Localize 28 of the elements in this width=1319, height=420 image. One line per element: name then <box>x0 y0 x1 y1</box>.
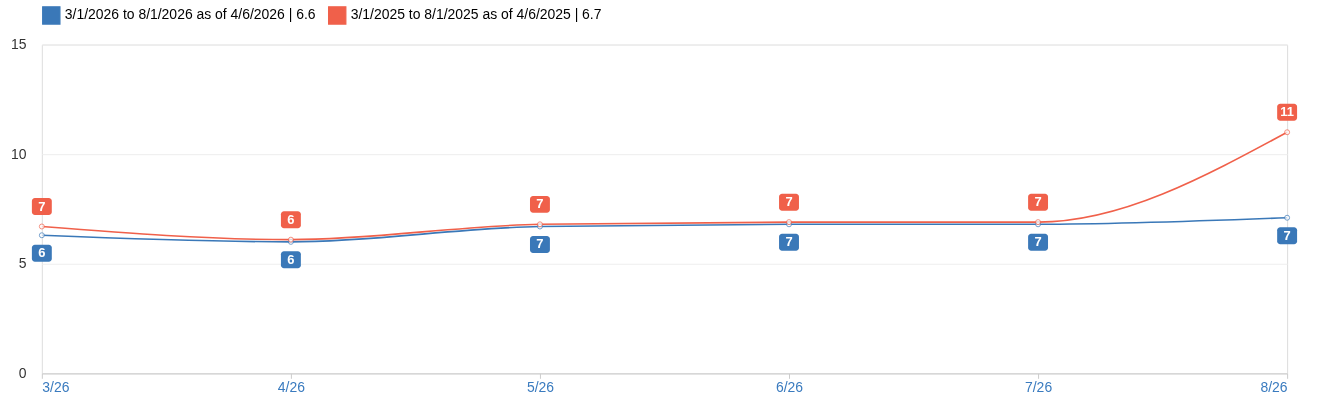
data-label: 7 <box>1034 194 1042 210</box>
x-tick-label: 8/26 <box>1260 378 1288 395</box>
data-label: 6 <box>38 245 46 261</box>
data-label: 6 <box>287 251 295 267</box>
y-tick-label: 10 <box>10 145 27 162</box>
data-label: 7 <box>1034 234 1042 250</box>
data-label: 7 <box>536 236 544 252</box>
legend-label: 3/1/2026 to 8/1/2026 as of 4/6/2026 | 6.6 <box>64 6 316 23</box>
point <box>38 223 45 230</box>
data-label: 7 <box>536 196 544 212</box>
y-tick-label: 5 <box>18 255 27 272</box>
data-label: 11 <box>1280 104 1294 120</box>
y-tick-label: 15 <box>10 36 27 53</box>
x-tick-label: 3/26 <box>42 378 70 395</box>
legend-label: 3/1/2025 to 8/1/2025 as of 4/6/2025 | 6.7 <box>350 6 602 23</box>
x-tick-label: 6/26 <box>775 378 804 395</box>
point <box>1284 129 1291 136</box>
y-tick-label: 0 <box>18 364 27 381</box>
data-label: 7 <box>785 194 793 210</box>
data-label: 7 <box>785 234 793 250</box>
x-tick-label: 4/26 <box>277 378 306 395</box>
x-tick-label: 5/26 <box>526 378 555 395</box>
point <box>38 232 45 239</box>
data-label: 7 <box>38 198 46 214</box>
point <box>1284 214 1291 221</box>
x-tick-label: 7/26 <box>1024 378 1053 395</box>
data-label: 7 <box>1283 227 1291 243</box>
data-label: 6 <box>287 211 295 227</box>
